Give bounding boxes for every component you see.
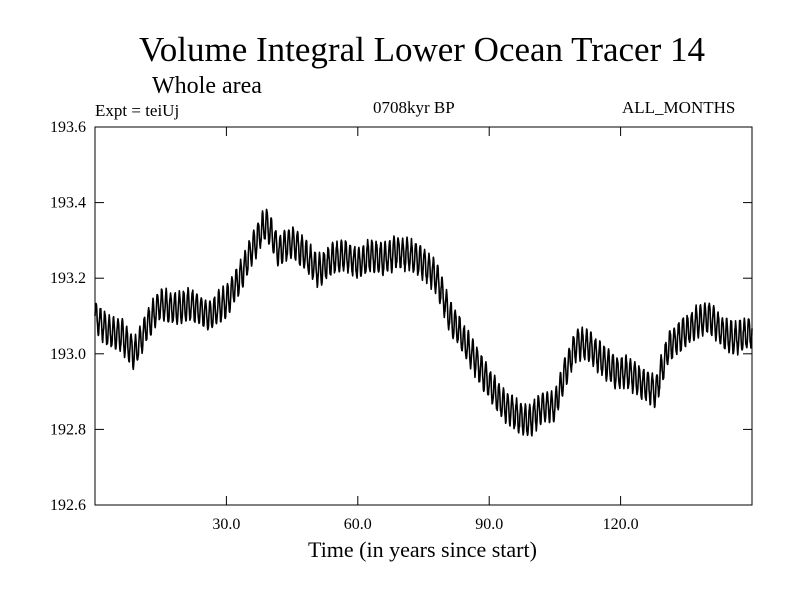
y-tick-label: 192.6 <box>50 497 86 514</box>
series-line <box>94 208 753 437</box>
x-tick-label: 60.0 <box>344 516 372 533</box>
months-label: ALL_MONTHS <box>622 98 736 117</box>
y-tick-label: 193.2 <box>50 270 86 287</box>
y-tick-label: 193.4 <box>50 195 86 212</box>
experiment-label: Expt = teiUj <box>95 101 180 120</box>
x-axis-label: Time (in years since start) <box>308 537 537 562</box>
chart-title: Volume Integral Lower Ocean Tracer 14 <box>139 30 705 69</box>
x-tick-label: 30.0 <box>212 516 240 533</box>
y-tick-label: 192.8 <box>50 421 86 438</box>
period-label: 0708kyr BP <box>373 98 455 117</box>
x-tick-label: 120.0 <box>603 516 639 533</box>
y-tick-label: 193.6 <box>50 119 86 136</box>
y-tick-label: 193.0 <box>50 346 86 363</box>
x-tick-label: 90.0 <box>475 516 503 533</box>
chart-subtitle: Whole area <box>152 73 262 99</box>
